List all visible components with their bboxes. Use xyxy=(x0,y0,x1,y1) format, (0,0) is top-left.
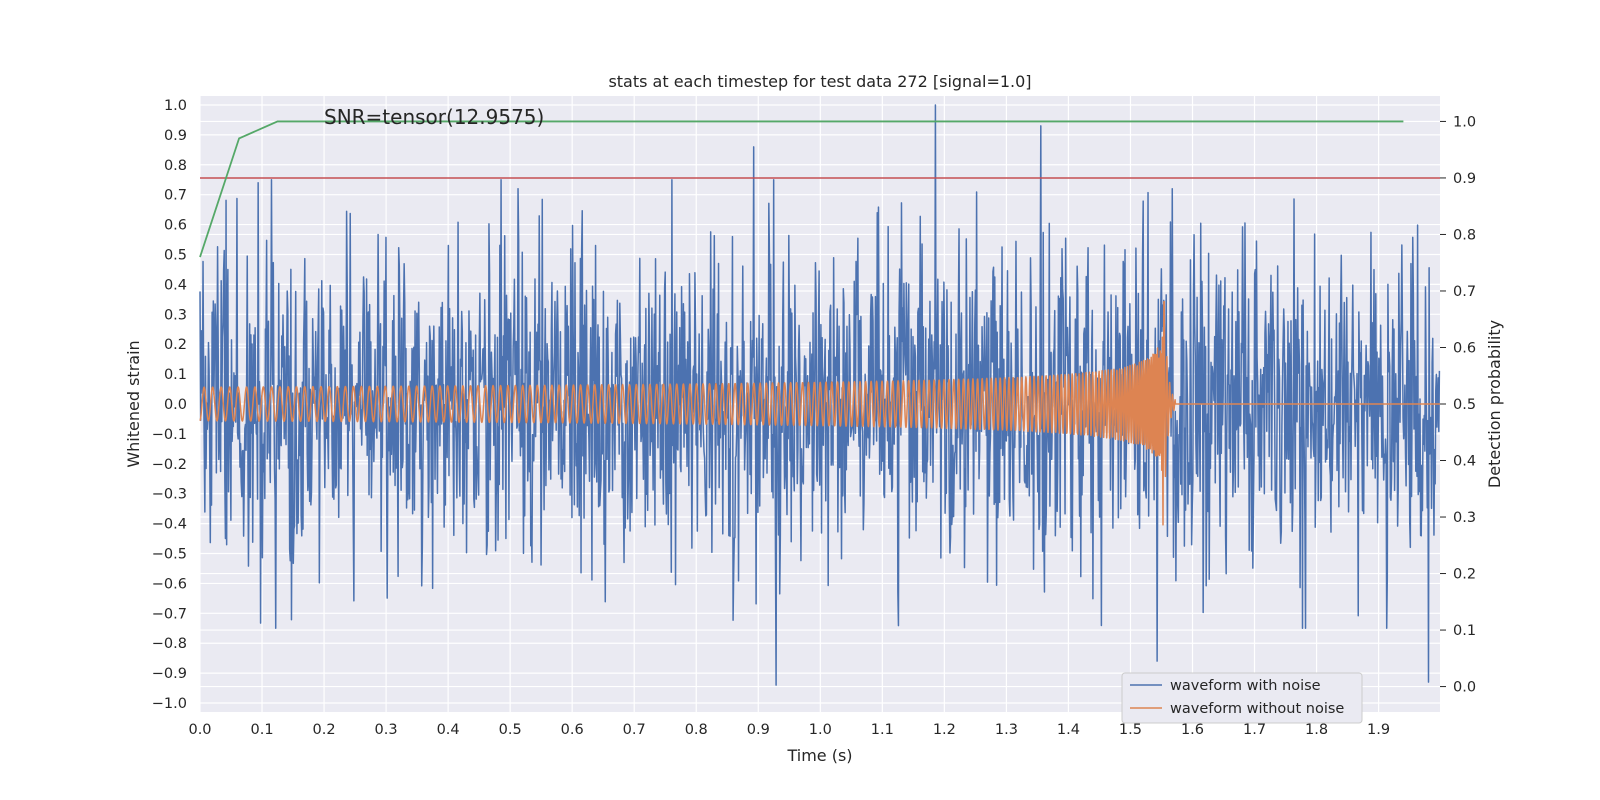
snr-annotation: SNR=tensor(12.9575) xyxy=(324,105,544,129)
x-tick-label: 0.3 xyxy=(375,722,398,738)
series-detection-probability xyxy=(199,120,1404,258)
y-tick-label: 0.3 xyxy=(164,307,187,323)
ticks-layer: 0.0 0.1 0.2 0.3 0.4 0.5 0.6 0.7 0.8 0.9 1.0 1.1 1.2 1… xyxy=(152,98,1476,738)
y2-tick-label: 0.9 xyxy=(1453,171,1476,187)
x-tick-label: 1.4 xyxy=(1057,722,1080,738)
y-tick-label: −0.5 xyxy=(152,547,187,563)
y2-axis-label: Detection probability xyxy=(1485,320,1504,488)
y-tick-label: 0.8 xyxy=(164,158,187,174)
x-tick-label: 0.8 xyxy=(685,722,708,738)
x-tick-label: 0.2 xyxy=(313,722,336,738)
y-tick-label: 0.1 xyxy=(164,367,187,383)
x-tick-label: 1.2 xyxy=(933,722,956,738)
y-tick-label: 0.7 xyxy=(164,188,187,204)
legend-box xyxy=(1121,672,1363,724)
legend-label-noise: waveform with noise xyxy=(1170,678,1321,694)
x-tick-label: 0.6 xyxy=(561,722,584,738)
x-tick-label: 1.8 xyxy=(1305,722,1328,738)
x-tick-label: 1.7 xyxy=(1243,722,1266,738)
x-tick-label: 0.9 xyxy=(747,722,770,738)
y-tick-label: −0.8 xyxy=(152,636,187,652)
y-tick-label: −0.4 xyxy=(152,517,187,533)
y2-tick-label: 0.3 xyxy=(1453,510,1476,526)
legend-label-clean: waveform without noise xyxy=(1170,701,1344,717)
x-tick-label: 0.5 xyxy=(499,722,522,738)
y-tick-label: 0.0 xyxy=(164,397,187,413)
y-tick-label: −0.7 xyxy=(152,606,187,622)
x-tick-label: 0.4 xyxy=(437,722,460,738)
y-tick-label: −0.2 xyxy=(152,457,187,473)
y2-tick-label: 0.6 xyxy=(1453,340,1476,356)
y-tick-label: −0.9 xyxy=(152,666,187,682)
series-layer xyxy=(199,104,1441,686)
x-axis-label: Time (s) xyxy=(786,746,852,765)
y-tick-label: −0.6 xyxy=(152,576,187,592)
x-tick-label: 0.0 xyxy=(188,722,211,738)
y-tick-label: −1.0 xyxy=(152,696,187,712)
y2-tick-label: 1.0 xyxy=(1453,114,1476,130)
x-tick-label: 0.1 xyxy=(250,722,273,738)
x-tick-label: 1.5 xyxy=(1119,722,1142,738)
y-tick-label: −0.1 xyxy=(152,427,187,443)
y-tick-label: 0.5 xyxy=(164,247,187,263)
y2-tick-label: 0.7 xyxy=(1453,284,1476,300)
y-tick-label: 0.9 xyxy=(164,128,187,144)
y-tick-label: 0.6 xyxy=(164,218,187,234)
series-waveform-with-noise xyxy=(199,104,1441,686)
x-tick-label: 1.1 xyxy=(871,722,894,738)
y-tick-label: 1.0 xyxy=(164,98,187,114)
x-tick-label: 1.6 xyxy=(1181,722,1204,738)
y2-tick-label: 0.1 xyxy=(1453,623,1476,639)
x-tick-label: 1.3 xyxy=(995,722,1018,738)
y2-tick-label: 0.5 xyxy=(1453,397,1476,413)
chart-title: stats at each timestep for test data 272… xyxy=(608,72,1031,91)
y-tick-label: −0.3 xyxy=(152,487,187,503)
y-tick-label: 0.2 xyxy=(164,337,187,353)
y2-tick-label: 0.4 xyxy=(1453,454,1476,470)
y2-tick-label: 0.8 xyxy=(1453,227,1476,243)
y2-tick-label: 0.2 xyxy=(1453,567,1476,583)
x-tick-label: 1.9 xyxy=(1367,722,1390,738)
x-tick-label: 1.0 xyxy=(809,722,832,738)
series-waveform-without-noise xyxy=(199,300,1441,526)
y-axis-label: Whitened strain xyxy=(124,340,143,467)
y-tick-label: 0.4 xyxy=(164,277,187,293)
legend: waveform with noise waveform without noi… xyxy=(1121,672,1363,724)
y2-tick-label: 0.0 xyxy=(1453,680,1476,696)
x-tick-label: 0.7 xyxy=(623,722,646,738)
